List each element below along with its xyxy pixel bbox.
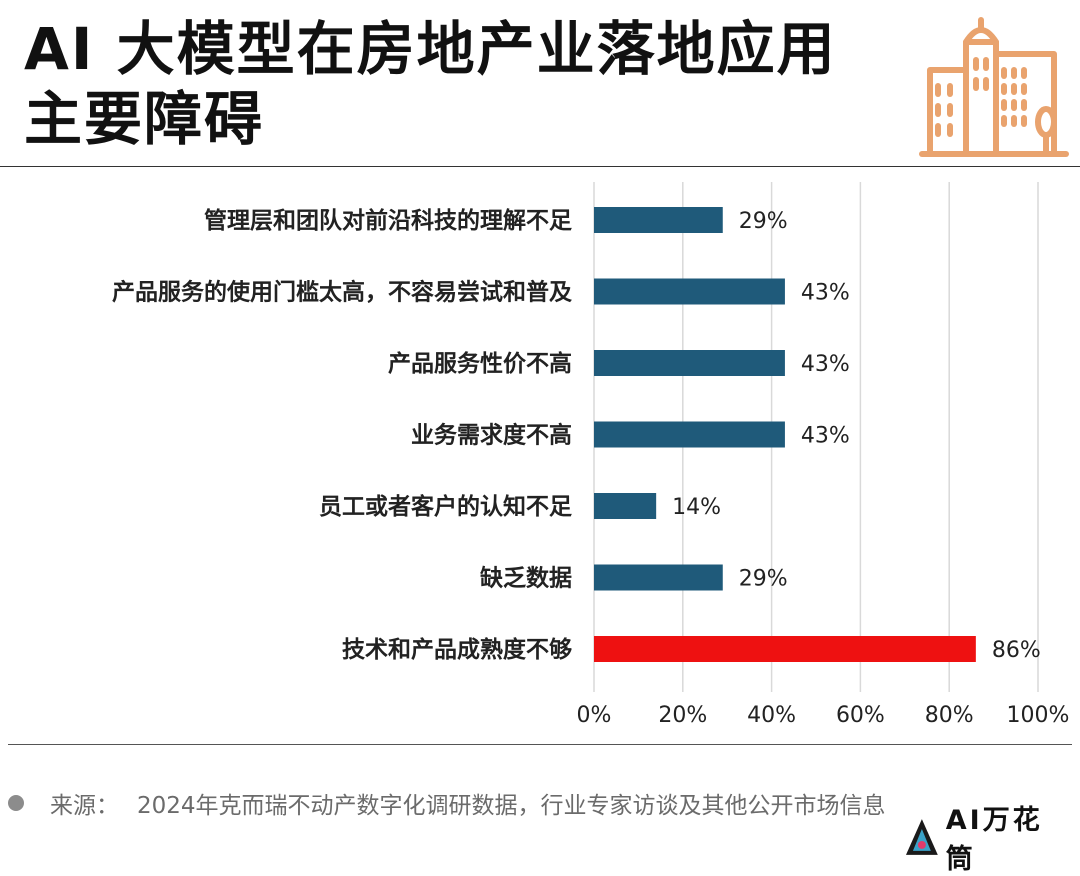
category-label: 员工或者客户的认知不足 xyxy=(319,493,572,520)
bar xyxy=(594,350,785,376)
bar xyxy=(594,636,976,662)
building-icon xyxy=(919,17,1069,157)
value-label: 14% xyxy=(672,495,721,520)
bullet-dot-icon xyxy=(8,795,24,811)
category-label: 产品服务的使用门槛太高，不容易尝试和普及 xyxy=(112,279,572,306)
source-prefix: 来源： xyxy=(50,793,119,819)
category-label: 缺乏数据 xyxy=(480,565,572,592)
value-label: 29% xyxy=(739,209,788,234)
x-tick-label: 0% xyxy=(577,703,612,728)
bar xyxy=(594,278,785,305)
x-tick-label: 20% xyxy=(658,703,707,728)
brand-logo: AI万花筒 xyxy=(902,805,1072,875)
value-label: 29% xyxy=(739,567,788,592)
logo-text: AI万花筒 xyxy=(945,805,1043,875)
x-tick-label: 80% xyxy=(925,703,974,728)
value-label: 43% xyxy=(801,424,850,449)
footer-divider xyxy=(8,744,1072,745)
kaleidoscope-logo-icon xyxy=(905,819,938,855)
x-tick-label: 40% xyxy=(747,703,796,728)
bar xyxy=(594,564,723,591)
source-note: 来源： 2024年克而瑞不动产数字化调研数据，行业专家访谈及其他公开市场信息 xyxy=(8,786,886,820)
value-label: 43% xyxy=(801,281,850,306)
category-label: 技术和产品成熟度不够 xyxy=(342,636,572,663)
x-tick-label: 60% xyxy=(836,703,885,728)
title-line-1: AI 大模型在房地产业落地应用 xyxy=(24,15,837,83)
category-label: 产品服务性价不高 xyxy=(388,350,572,377)
bar xyxy=(594,207,723,233)
bar xyxy=(594,421,785,448)
bar xyxy=(594,493,657,519)
category-label: 业务需求度不高 xyxy=(411,422,572,449)
page-title: AI 大模型在房地产业落地应用 主要障碍 xyxy=(24,14,837,154)
category-label: 管理层和团队对前沿科技的理解不足 xyxy=(204,207,572,234)
x-tick-label: 100% xyxy=(1007,703,1070,728)
value-label: 86% xyxy=(992,638,1041,663)
source-text: 2024年克而瑞不动产数字化调研数据，行业专家访谈及其他公开市场信息 xyxy=(137,793,886,819)
header-divider xyxy=(0,166,1080,167)
title-line-2: 主要障碍 xyxy=(24,85,265,153)
value-label: 43% xyxy=(801,352,850,377)
bar-chart: 0% 20% 40% 60% 80% 100% 管理层和团队对前沿科技的理解不足 29% 产品服… xyxy=(112,182,1070,728)
